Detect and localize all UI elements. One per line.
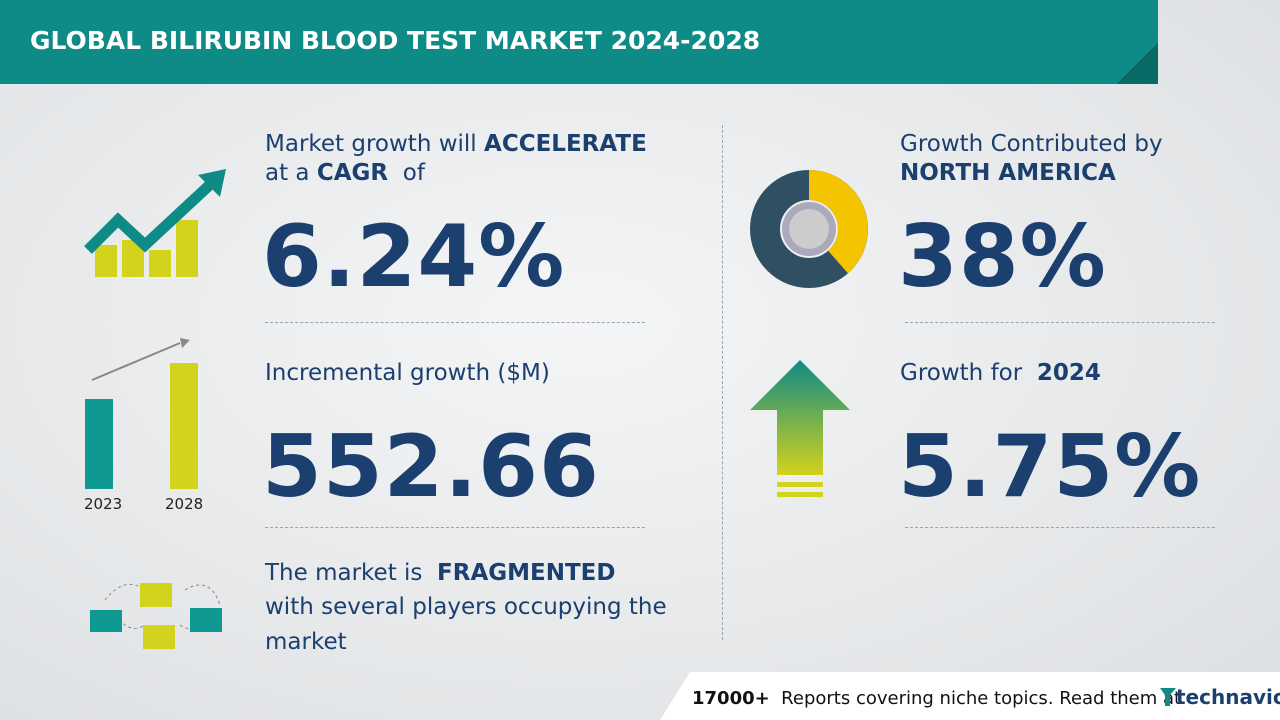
logo-mark (1160, 688, 1176, 706)
buildings-icon (90, 583, 222, 649)
incremental-label: Incremental growth ($M) (265, 360, 550, 386)
growth-icon (84, 169, 226, 277)
market-text: The market is FRAGMENTED (265, 556, 615, 590)
title: GLOBAL BILIRUBIN BLOOD TEST MARKET 2024-… (30, 26, 761, 55)
footer-text: 17000+ Reports covering niche topics. Re… (692, 688, 1181, 709)
arrow-icon (750, 360, 850, 497)
text: ACCELERATE (484, 131, 647, 157)
cagr-text: at a CAGR of (265, 156, 425, 190)
region-name: NORTH AMERICA (900, 160, 1116, 186)
year-label: 2028 (165, 495, 204, 513)
donut-icon (750, 170, 868, 288)
year-growth-label: Growth for 2024 (900, 356, 1101, 390)
cagr-value: 6.24% (262, 207, 566, 307)
divider (265, 322, 645, 323)
year-label: 2023 (84, 495, 123, 513)
cagr-text: Market growth will ACCELERATE (265, 127, 647, 161)
text: CAGR (316, 160, 389, 186)
divider (905, 322, 1215, 323)
text: 17000+ (692, 688, 770, 709)
divider (905, 527, 1215, 528)
text: Market growth will (265, 131, 477, 157)
text: Growth for (900, 360, 1023, 386)
bars-icon (85, 338, 198, 489)
region-label: Growth Contributed by (900, 131, 1163, 157)
year-growth-value: 5.75% (898, 417, 1202, 517)
region-value: 38% (898, 207, 1107, 307)
text: at a (265, 160, 310, 186)
divider (722, 125, 723, 640)
market-text: with several players occupying the (265, 594, 667, 620)
text: FRAGMENTED (437, 560, 616, 586)
header-band (0, 0, 1158, 84)
divider (265, 527, 645, 528)
text: of (402, 160, 425, 186)
footer-band (660, 672, 1280, 720)
text: The market is (265, 560, 423, 586)
incremental-value: 552.66 (262, 417, 600, 517)
text: 2024 (1036, 360, 1101, 386)
market-text: market (265, 629, 347, 655)
text: Reports covering niche topics. Read them… (781, 688, 1182, 709)
brand: technavio (1176, 685, 1280, 709)
